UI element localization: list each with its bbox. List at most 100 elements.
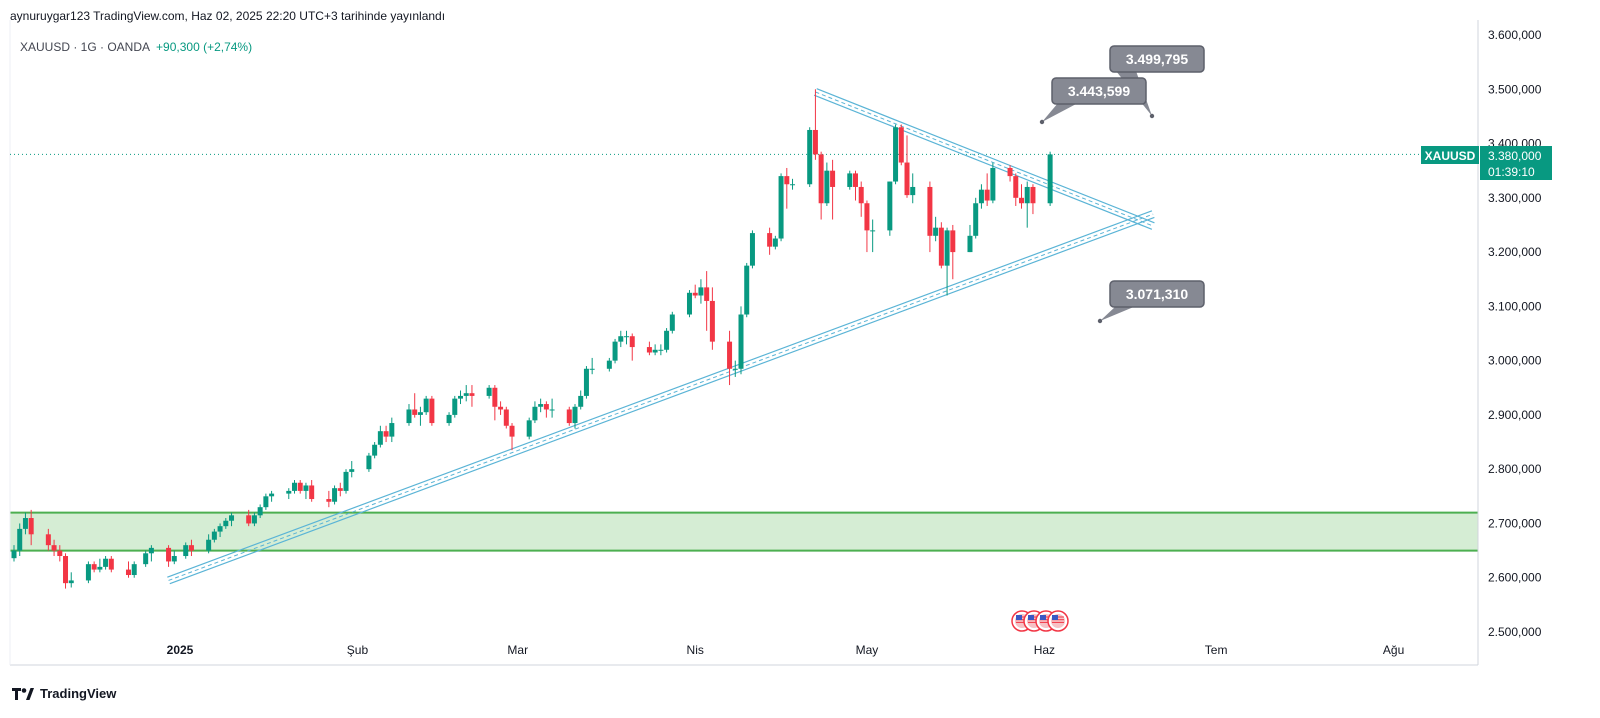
- candle: [206, 534, 212, 554]
- candle: [870, 219, 876, 253]
- candle-body: [509, 425, 515, 437]
- candle-body: [143, 553, 149, 565]
- candle: [269, 490, 275, 502]
- candle: [944, 227, 950, 296]
- candle-body: [429, 398, 435, 424]
- candle: [143, 550, 149, 567]
- candle: [744, 262, 750, 318]
- candle: [704, 271, 710, 331]
- candle-body: [704, 287, 710, 301]
- candle: [412, 393, 418, 418]
- candle: [658, 344, 664, 356]
- candle-body: [887, 181, 893, 231]
- candle: [566, 406, 572, 426]
- candle: [887, 181, 893, 236]
- callout-layer: 3.499,795 3.443,599 3.071,310: [1039, 45, 1205, 324]
- y-axis-tick: 3.200,000: [1488, 245, 1542, 259]
- candle: [1007, 165, 1013, 182]
- candle-body: [286, 490, 292, 494]
- candle-body: [583, 368, 589, 396]
- candle-body: [778, 176, 784, 239]
- candle: [572, 404, 578, 429]
- candle: [1030, 184, 1036, 215]
- candle-body: [927, 186, 933, 236]
- candle-body: [664, 330, 670, 350]
- candle: [309, 480, 315, 502]
- candle: [767, 227, 773, 255]
- candle-body: [1047, 154, 1053, 204]
- candle-body: [366, 455, 372, 470]
- candle-body: [904, 162, 910, 196]
- tradingview-logo-icon: [12, 687, 34, 700]
- candle: [538, 398, 544, 413]
- candle-body: [744, 265, 750, 315]
- candle-body: [103, 558, 109, 567]
- candle: [606, 357, 612, 372]
- symbol-info[interactable]: XAUUSD · 1G · OANDA +90,300 (+2,74%): [20, 40, 252, 54]
- candle-body: [91, 564, 97, 570]
- candle: [1018, 184, 1024, 209]
- candle: [85, 561, 91, 584]
- chart-frame: [9, 20, 1479, 666]
- candle: [629, 333, 635, 361]
- candle-body: [738, 314, 744, 369]
- candle: [498, 401, 504, 415]
- candle-body: [217, 526, 223, 532]
- candle: [778, 173, 784, 242]
- candle: [429, 395, 435, 426]
- candle: [578, 390, 584, 410]
- candle: [166, 545, 172, 567]
- candle-body: [389, 423, 395, 437]
- candle: [148, 545, 154, 562]
- x-axis-label: 2025: [167, 643, 194, 657]
- event-flags[interactable]: [1011, 610, 1069, 632]
- candle-body: [629, 336, 635, 348]
- candle-body: [910, 186, 916, 196]
- candle-body: [870, 230, 876, 232]
- candle-body: [223, 520, 229, 527]
- candle-body: [463, 393, 469, 396]
- x-axis[interactable]: 2025 Şub Mar Nis May Haz Tem Ağu: [167, 643, 1405, 657]
- candle: [583, 366, 589, 399]
- candle-body: [446, 414, 452, 424]
- candle: [950, 224, 956, 280]
- candle: [790, 178, 796, 190]
- candle-body: [852, 173, 858, 187]
- x-axis-label: Ağu: [1383, 643, 1404, 657]
- us-flag-canton: [1052, 615, 1058, 620]
- candle: [686, 290, 692, 318]
- candle: [664, 328, 670, 353]
- tradingview-logo[interactable]: TradingView: [12, 686, 116, 701]
- candle: [171, 550, 177, 565]
- candle: [910, 173, 916, 204]
- candle-body: [269, 493, 275, 497]
- y-axis[interactable]: 3.600,0003.500,0003.400,0003.300,0003.20…: [1488, 28, 1542, 639]
- candle: [933, 216, 939, 242]
- candle: [97, 558, 103, 573]
- candle: [389, 417, 395, 443]
- candle: [727, 330, 733, 386]
- candle: [1024, 181, 1030, 228]
- candle-body: [85, 564, 91, 581]
- candle-body: [206, 539, 212, 551]
- candle-body: [423, 398, 429, 413]
- candle-body: [171, 556, 177, 562]
- candle: [11, 545, 17, 562]
- candle-body: [349, 469, 355, 472]
- candle: [377, 425, 383, 448]
- candle: [68, 572, 74, 588]
- symbol-change: +90,300 (+2,74%): [156, 40, 253, 54]
- candle-body: [538, 404, 544, 407]
- candle-body: [417, 412, 423, 415]
- x-axis-label: Haz: [1034, 643, 1055, 657]
- candle-body: [589, 368, 595, 370]
- x-axis-label: Tem: [1205, 643, 1228, 657]
- candle-body: [291, 482, 297, 491]
- candle: [990, 162, 996, 204]
- candle-body: [669, 314, 675, 331]
- trendline-layer: [167, 88, 1155, 585]
- candle-body: [830, 170, 836, 187]
- y-axis-tick: 2.800,000: [1488, 462, 1542, 476]
- candle: [366, 452, 372, 472]
